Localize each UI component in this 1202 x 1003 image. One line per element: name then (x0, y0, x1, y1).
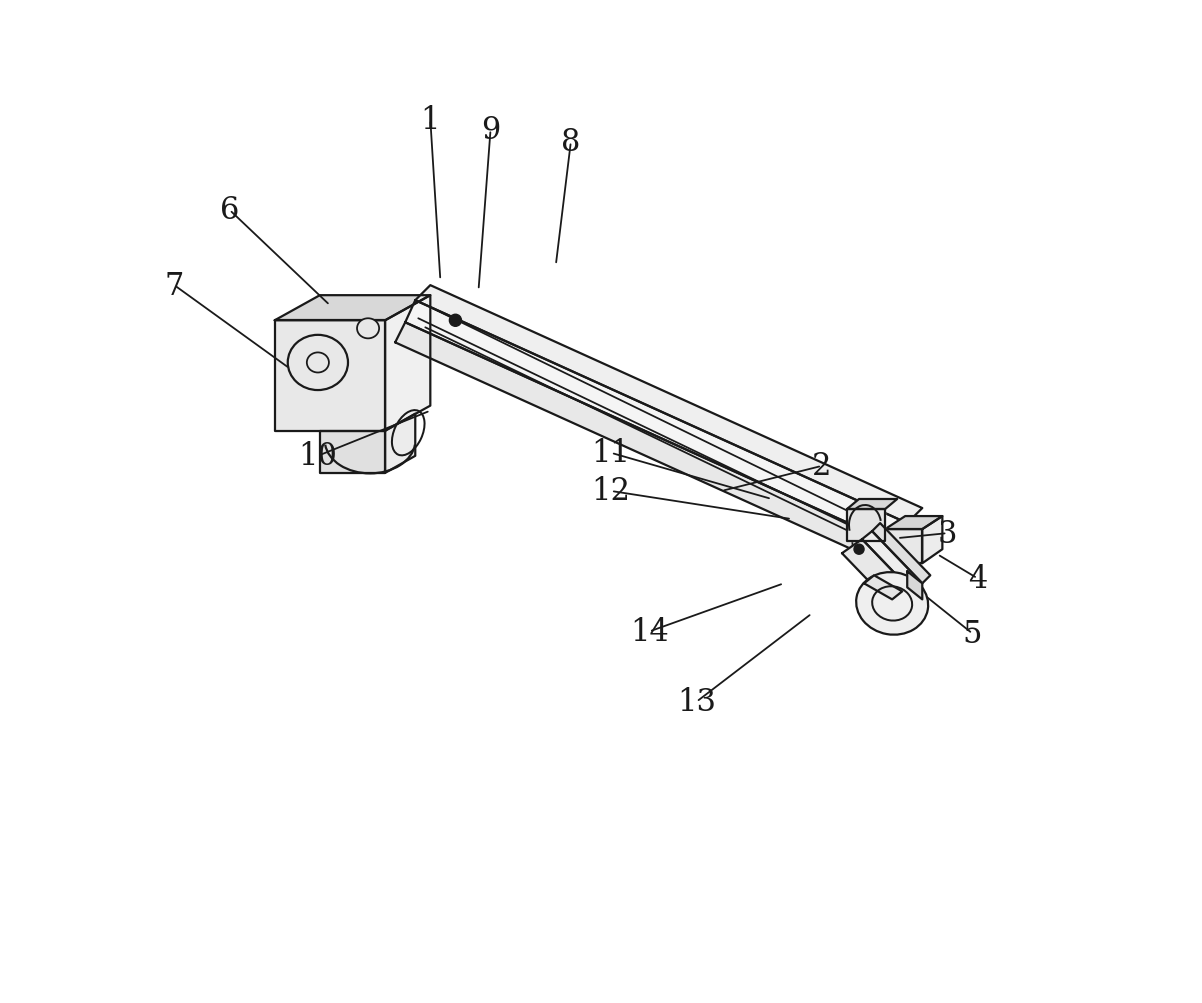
Text: 5: 5 (963, 619, 982, 649)
Polygon shape (885, 530, 922, 564)
Text: 11: 11 (591, 438, 631, 468)
Text: 3: 3 (938, 519, 957, 549)
Ellipse shape (287, 335, 349, 390)
Text: 12: 12 (591, 476, 631, 507)
Polygon shape (873, 524, 930, 584)
Polygon shape (385, 296, 430, 431)
Circle shape (853, 545, 864, 555)
Text: 4: 4 (968, 564, 987, 594)
Text: 7: 7 (165, 271, 184, 301)
Text: 2: 2 (813, 451, 832, 481)
Ellipse shape (856, 573, 928, 635)
Text: 10: 10 (298, 441, 338, 471)
Polygon shape (885, 517, 942, 530)
Text: 1: 1 (421, 105, 440, 135)
Polygon shape (841, 540, 912, 606)
Text: 13: 13 (677, 687, 716, 717)
Ellipse shape (357, 319, 379, 339)
Polygon shape (415, 286, 922, 524)
Text: 6: 6 (220, 196, 239, 226)
Text: 9: 9 (481, 115, 500, 145)
Polygon shape (275, 296, 430, 321)
Polygon shape (275, 321, 385, 431)
Polygon shape (922, 517, 942, 564)
Circle shape (450, 315, 462, 327)
Text: 14: 14 (630, 617, 668, 647)
Polygon shape (320, 431, 385, 473)
Polygon shape (395, 323, 897, 566)
Text: 8: 8 (561, 127, 581, 157)
Polygon shape (862, 532, 922, 592)
Polygon shape (847, 499, 897, 510)
Polygon shape (864, 576, 903, 600)
Polygon shape (847, 510, 885, 542)
Polygon shape (405, 301, 908, 546)
Polygon shape (908, 572, 922, 600)
Polygon shape (385, 414, 415, 473)
